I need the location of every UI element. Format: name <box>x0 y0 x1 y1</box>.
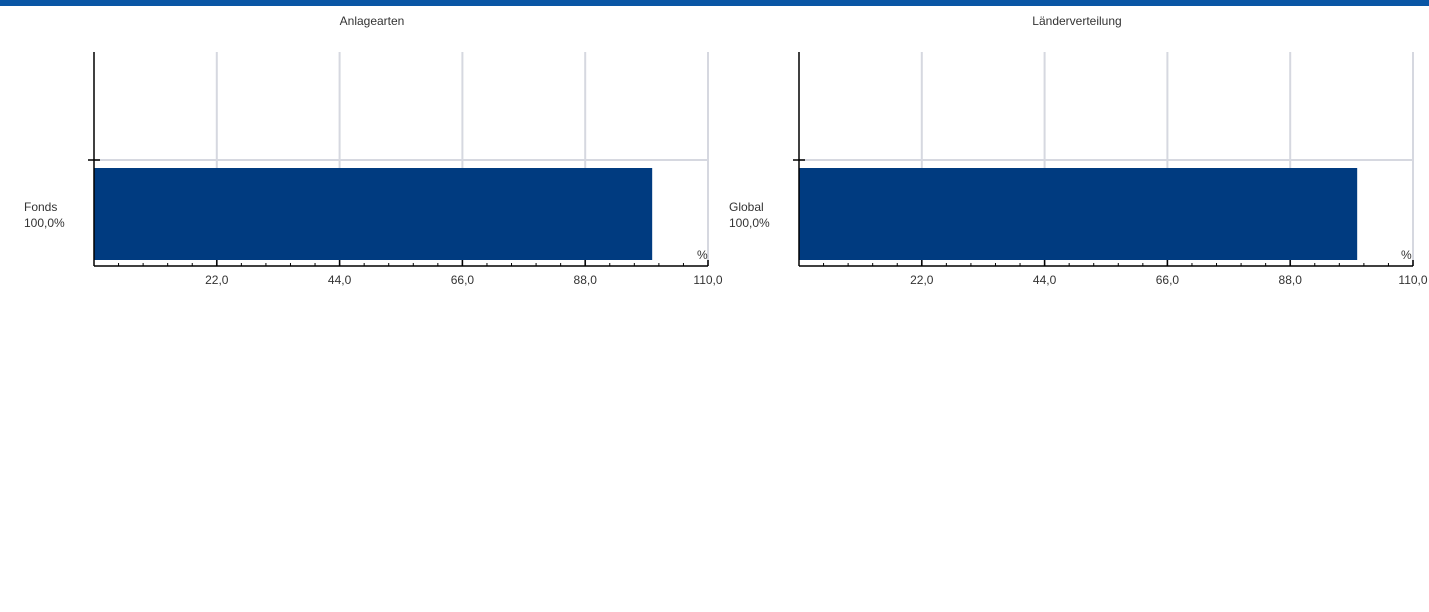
x-tick-label: 88,0 <box>574 273 598 287</box>
x-tick-label: 44,0 <box>1033 273 1057 287</box>
plot-area: 22,0 44,0 66,0 88,0 110,0 <box>793 52 1428 287</box>
category-value-label: 100,0% <box>24 216 65 230</box>
plot-area: 22,0 44,0 66,0 88,0 110,0 <box>88 52 723 287</box>
top-accent-bar <box>0 0 1429 6</box>
x-axis-unit-label: % <box>697 248 708 262</box>
bar <box>799 168 1358 260</box>
x-tick-label: 44,0 <box>328 273 352 287</box>
x-tick-label: 66,0 <box>451 273 475 287</box>
bar <box>94 168 653 260</box>
category-value-label: 100,0% <box>729 216 770 230</box>
x-tick-label: 22,0 <box>205 273 229 287</box>
chart-title: Länderverteilung <box>1032 14 1121 28</box>
x-tick-label: 66,0 <box>1156 273 1180 287</box>
x-tick-label: 110,0 <box>1398 273 1427 287</box>
x-tick-label: 88,0 <box>1279 273 1303 287</box>
x-tick-label: 22,0 <box>910 273 934 287</box>
chart-anlagearten: Anlagearten 22,0 44,0 66,0 88,0 110,0 Fonds … <box>24 14 723 287</box>
x-axis-unit-label: % <box>1401 248 1412 262</box>
chart-laenderverteilung: Länderverteilung 22,0 44,0 66,0 88,0 110,0 G… <box>729 14 1428 287</box>
chart-title: Anlagearten <box>340 14 405 28</box>
category-label: Fonds <box>24 200 57 214</box>
x-tick-label: 110,0 <box>693 273 722 287</box>
category-label: Global <box>729 200 764 214</box>
